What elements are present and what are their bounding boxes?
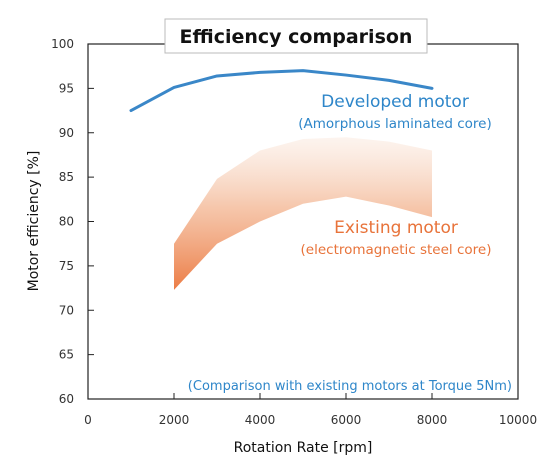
- existing-motor-band: [174, 137, 432, 290]
- developed-motor-label: Developed motor: [321, 92, 469, 112]
- y-tick-label: 80: [59, 215, 74, 229]
- developed-motor-lines: [129, 69, 434, 113]
- y-tick-label: 100: [51, 37, 74, 51]
- y-tick-label: 90: [59, 126, 74, 140]
- title-box: [164, 18, 428, 54]
- x-tick-label: 4000: [245, 413, 276, 427]
- existing-motor-bands: [174, 137, 432, 290]
- x-tick-label: 8000: [417, 413, 448, 427]
- x-axis-title: Rotation Rate [rpm]: [234, 440, 373, 456]
- y-axis-title: Motor efficiency [%]: [26, 151, 42, 292]
- torque-note: (Comparison with existing motors at Torq…: [188, 379, 512, 394]
- y-tick-label: 65: [59, 348, 74, 362]
- y-tick-label: 70: [59, 303, 74, 317]
- chart-title: Efficiency comparison: [180, 26, 413, 48]
- existing-motor-sublabel: (electromagnetic steel core): [301, 242, 492, 258]
- x-tick-label: 0: [84, 413, 92, 427]
- y-tick-label: 85: [59, 170, 74, 184]
- developed-motor-line: [129, 69, 434, 113]
- existing-motor-label: Existing motor: [334, 218, 458, 238]
- x-tick-label: 2000: [159, 413, 190, 427]
- x-tick-label: 10000: [499, 413, 537, 427]
- y-tick-label: 60: [59, 392, 74, 406]
- y-axis-ticks: 60 65 70 75 80 85 90 95 100: [51, 37, 94, 406]
- developed-motor-sublabel: (Amorphous laminated core): [298, 116, 491, 132]
- x-axis-ticks: 0 2000 4000 6000 8000 10000: [84, 393, 537, 427]
- y-tick-label: 95: [59, 81, 74, 95]
- y-tick-label: 75: [59, 259, 74, 273]
- x-tick-label: 6000: [331, 413, 362, 427]
